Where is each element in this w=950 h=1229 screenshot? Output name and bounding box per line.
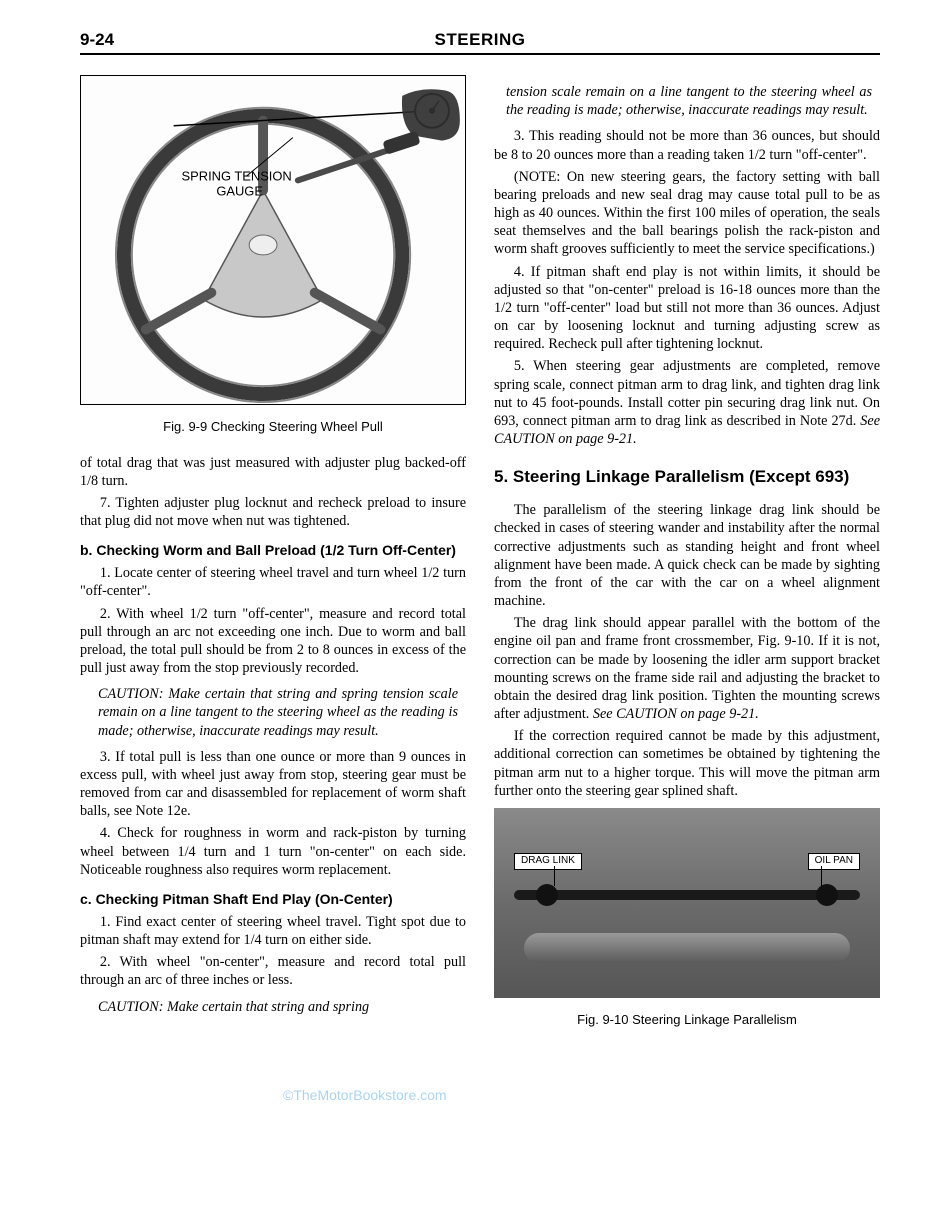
page-title: STEERING (170, 30, 880, 50)
body-text: 1. Find exact center of steering wheel t… (80, 913, 466, 949)
exhaust-pipe (524, 933, 850, 963)
figure-9-10-caption: Fig. 9-10 Steering Linkage Parallelism (494, 1012, 880, 1029)
figure-9-10: DRAG LINK OIL PAN (494, 808, 880, 998)
body-text: 5. When steering gear adjustments are co… (494, 357, 880, 448)
body-text: 2. With wheel "on-center", measure and r… (80, 953, 466, 989)
drag-link-bar (514, 890, 860, 900)
body-text: 3. If total pull is less than one ounce … (80, 748, 466, 821)
body-text: of total drag that was just measured wit… (80, 454, 466, 490)
left-column: SPRING TENSION GAUGE Fig. 9-9 Checking S… (80, 75, 466, 1047)
note-block: (NOTE: On new steering gears, the factor… (494, 168, 880, 259)
link-joint (816, 884, 838, 906)
columns: SPRING TENSION GAUGE Fig. 9-9 Checking S… (80, 75, 880, 1047)
subhead-b: b. Checking Worm and Ball Preload (1/2 T… (80, 542, 466, 560)
page-header: 9-24 STEERING (80, 30, 880, 55)
figure-9-9: SPRING TENSION GAUGE (80, 75, 466, 405)
label-line (821, 866, 822, 886)
photo-label-oil-pan: OIL PAN (808, 853, 860, 870)
section-5-heading: 5. Steering Linkage Parallelism (Except … (494, 466, 880, 489)
body-text: 4. If pitman shaft end play is not withi… (494, 263, 880, 354)
figure-label-text: SPRING TENSION (182, 168, 292, 183)
caution-block: CAUTION: Make certain that string and sp… (80, 685, 466, 740)
svg-text:GAUGE: GAUGE (216, 183, 263, 198)
right-column: tension scale remain on a line tangent t… (494, 75, 880, 1047)
body-text: If the correction required cannot be mad… (494, 727, 880, 800)
steering-wheel-illustration: SPRING TENSION GAUGE (81, 76, 465, 404)
figure-9-9-caption: Fig. 9-9 Checking Steering Wheel Pull (80, 419, 466, 436)
body-text: 2. With wheel 1/2 turn "off-center", mea… (80, 605, 466, 678)
caution-continuation: tension scale remain on a line tangent t… (494, 83, 880, 119)
body-text: 7. Tighten adjuster plug locknut and rec… (80, 494, 466, 530)
body-text: The parallelism of the steering linkage … (494, 501, 880, 610)
body-text: 4. Check for roughness in worm and rack-… (80, 824, 466, 879)
caution-block-partial: CAUTION: Make certain that string and sp… (80, 998, 466, 1016)
watermark: ©TheMotorBookstore.com (283, 1087, 447, 1103)
page-number: 9-24 (80, 30, 170, 50)
subhead-c: c. Checking Pitman Shaft End Play (On-Ce… (80, 891, 466, 909)
body-text: The drag link should appear parallel wit… (494, 614, 880, 723)
photo-label-drag-link: DRAG LINK (514, 853, 582, 870)
body-text: 1. Locate center of steering wheel trave… (80, 564, 466, 600)
link-joint (536, 884, 558, 906)
body-text: 3. This reading should not be more than … (494, 127, 880, 163)
label-line (554, 866, 555, 886)
